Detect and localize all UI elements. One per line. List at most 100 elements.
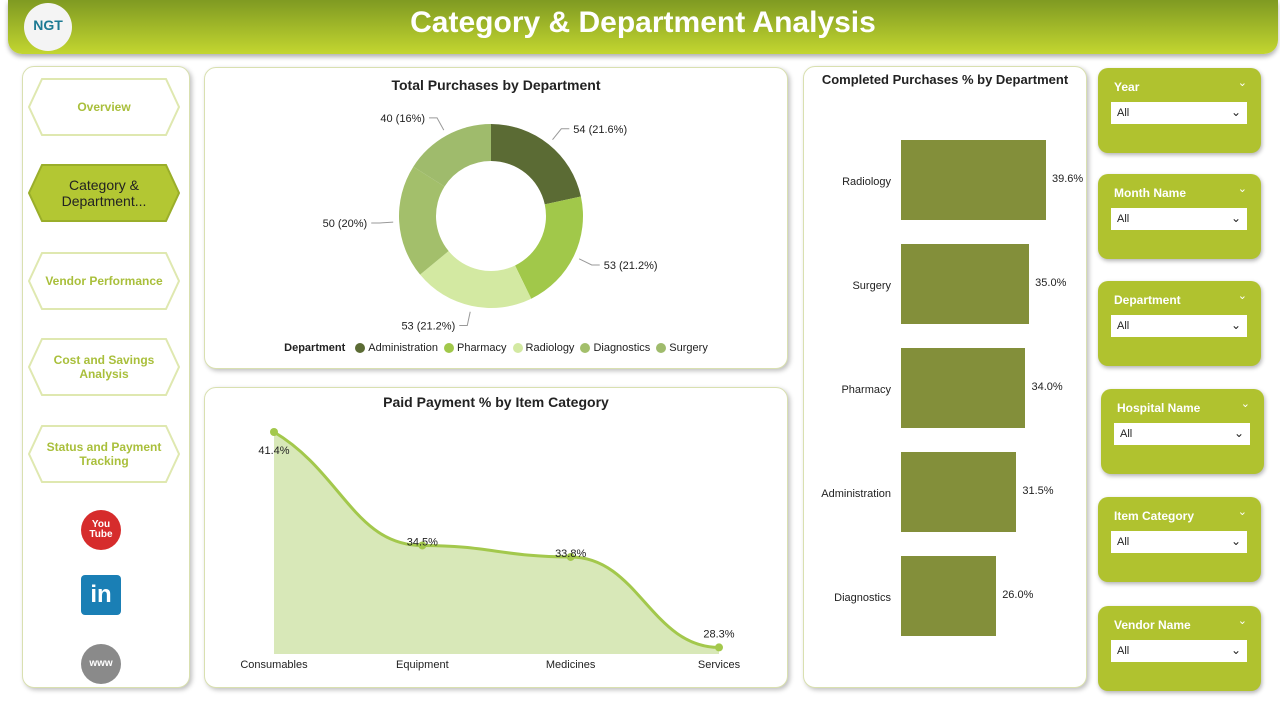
data-point[interactable] bbox=[566, 552, 575, 561]
nav-label: Status and Payment Tracking bbox=[46, 440, 162, 468]
slicer-dropdown[interactable]: All ⌄ bbox=[1111, 208, 1247, 230]
slicer-title: Hospital Name bbox=[1117, 401, 1201, 415]
bar-label: Pharmacy bbox=[841, 384, 891, 396]
donut-chart: 54 (21.6%) 53 (21.2%) 53 (21.2%) 50 (20%) 40… bbox=[323, 113, 658, 333]
bar-value: 34.0% bbox=[1031, 381, 1063, 393]
dropdown-value: All bbox=[1117, 645, 1130, 657]
nav-button-3[interactable]: Cost and Savings Analysis bbox=[28, 338, 180, 396]
legend-swatch bbox=[355, 343, 366, 353]
bar-value: 39.6% bbox=[1052, 173, 1084, 185]
donut-slice-radiology[interactable] bbox=[420, 251, 532, 309]
slicer-title: Month Name bbox=[1114, 186, 1186, 200]
bar-chart-panel: Completed Purchases % by Department Radi… bbox=[803, 66, 1087, 688]
slicer-dropdown[interactable]: All ⌄ bbox=[1111, 102, 1247, 124]
slicer-dropdown[interactable]: All ⌄ bbox=[1111, 640, 1247, 662]
dropdown-value: All bbox=[1117, 536, 1130, 548]
donut-slice-diagnostics[interactable] bbox=[399, 166, 449, 275]
dropdown-value: All bbox=[1120, 428, 1133, 440]
area-chart-panel: Paid Payment % by Item Category 41.4% Con… bbox=[204, 387, 788, 688]
donut-slice-administration[interactable] bbox=[491, 124, 581, 205]
nav-label: Vendor Performance bbox=[45, 274, 163, 288]
bar-label: Surgery bbox=[852, 280, 891, 292]
chevron-down-icon: ⌄ bbox=[1230, 534, 1241, 548]
nav-label: Overview bbox=[77, 100, 131, 114]
page-title: Category & Department Analysis bbox=[410, 6, 876, 39]
data-label: 28.3% bbox=[703, 628, 734, 640]
dropdown-value: All bbox=[1117, 320, 1130, 332]
chart-title: Completed Purchases % by Department bbox=[821, 72, 1069, 87]
dropdown-value: All bbox=[1117, 213, 1130, 225]
slice-label: 53 (21.2%) bbox=[401, 320, 455, 332]
data-label: 34.5% bbox=[407, 536, 438, 548]
data-point[interactable] bbox=[715, 643, 723, 652]
donut-slice-pharmacy[interactable] bbox=[515, 196, 583, 299]
legend-item[interactable]: Surgery bbox=[656, 342, 708, 354]
data-label: 41.4% bbox=[258, 445, 289, 457]
slicer-vendor-name: Vendor Name ⌄ All ⌄ bbox=[1098, 606, 1261, 691]
chevron-down-icon[interactable]: ⌄ bbox=[1237, 290, 1247, 302]
chevron-down-icon[interactable]: ⌄ bbox=[1237, 77, 1247, 89]
leader-line bbox=[552, 128, 570, 141]
chevron-down-icon[interactable]: ⌄ bbox=[1237, 183, 1247, 195]
legend-item[interactable]: Radiology bbox=[512, 342, 575, 354]
chevron-down-icon: ⌄ bbox=[1230, 105, 1241, 119]
legend-label: Radiology bbox=[525, 342, 575, 354]
nav-label: Category & Department... bbox=[61, 177, 147, 209]
chevron-down-icon: ⌄ bbox=[1230, 211, 1241, 225]
slicer-dropdown[interactable]: All ⌄ bbox=[1114, 423, 1250, 445]
nav-button-2[interactable]: Vendor Performance bbox=[28, 252, 180, 310]
data-point[interactable] bbox=[418, 541, 427, 550]
youtube-icon[interactable]: You Tube bbox=[81, 510, 121, 550]
bar[interactable] bbox=[901, 244, 1030, 324]
slice-label: 54 (21.6%) bbox=[573, 124, 627, 136]
bar-value: 26.0% bbox=[1002, 589, 1034, 601]
chevron-down-icon[interactable]: ⌄ bbox=[1237, 615, 1247, 627]
leader-line bbox=[459, 311, 471, 326]
nav-button-4[interactable]: Status and Payment Tracking bbox=[28, 425, 180, 483]
slicer-month-name: Month Name ⌄ All ⌄ bbox=[1098, 174, 1261, 259]
data-point[interactable] bbox=[270, 428, 278, 436]
bar-value: 35.0% bbox=[1035, 277, 1067, 289]
chevron-down-icon: ⌄ bbox=[1230, 643, 1241, 657]
bar-value: 31.5% bbox=[1022, 485, 1054, 497]
bar-label: Administration bbox=[821, 488, 891, 500]
leader-line bbox=[429, 117, 445, 131]
legend-swatch bbox=[580, 343, 591, 353]
slice-label: 53 (21.2%) bbox=[604, 260, 658, 272]
slicer-hospital-name: Hospital Name ⌄ All ⌄ bbox=[1101, 389, 1264, 474]
legend-item[interactable]: Administration bbox=[355, 342, 438, 354]
linkedin-icon[interactable]: in bbox=[81, 575, 121, 615]
web-icon[interactable]: www bbox=[81, 644, 121, 684]
donut-chart-panel: Total Purchases by Department 54 (21.6%)… bbox=[204, 67, 788, 369]
legend-label: Pharmacy bbox=[456, 342, 507, 354]
area-fill bbox=[274, 432, 719, 654]
slicer-dropdown[interactable]: All ⌄ bbox=[1111, 531, 1247, 553]
chevron-down-icon[interactable]: ⌄ bbox=[1237, 506, 1247, 518]
data-label: 33.8% bbox=[555, 548, 586, 560]
slicer-department: Department ⌄ All ⌄ bbox=[1098, 281, 1261, 366]
slice-label: 50 (20%) bbox=[323, 218, 368, 230]
bar-label: Radiology bbox=[842, 176, 891, 188]
bar[interactable] bbox=[901, 348, 1026, 428]
donut-slice-surgery[interactable] bbox=[413, 124, 491, 187]
x-tick-label: Services bbox=[698, 659, 741, 671]
slicer-title: Item Category bbox=[1114, 509, 1195, 523]
slicer-item-category: Item Category ⌄ All ⌄ bbox=[1098, 497, 1261, 582]
legend-swatch bbox=[512, 343, 523, 353]
x-tick-label: Medicines bbox=[546, 659, 596, 671]
slicer-title: Department bbox=[1114, 293, 1181, 307]
x-tick-label: Equipment bbox=[396, 659, 449, 671]
legend-title: Department bbox=[284, 342, 346, 354]
slice-label: 40 (16%) bbox=[380, 113, 425, 125]
bar[interactable] bbox=[901, 140, 1046, 220]
legend-item[interactable]: Diagnostics bbox=[580, 342, 650, 354]
bar[interactable] bbox=[901, 452, 1017, 532]
legend-item[interactable]: Pharmacy bbox=[443, 342, 507, 354]
chevron-down-icon: ⌄ bbox=[1230, 318, 1241, 332]
leader-line bbox=[371, 221, 394, 224]
bar[interactable] bbox=[901, 556, 997, 636]
nav-button-1[interactable]: Category & Department... bbox=[28, 164, 180, 222]
nav-button-0[interactable]: Overview bbox=[28, 78, 180, 136]
chevron-down-icon[interactable]: ⌄ bbox=[1240, 398, 1250, 410]
slicer-dropdown[interactable]: All ⌄ bbox=[1111, 315, 1247, 337]
